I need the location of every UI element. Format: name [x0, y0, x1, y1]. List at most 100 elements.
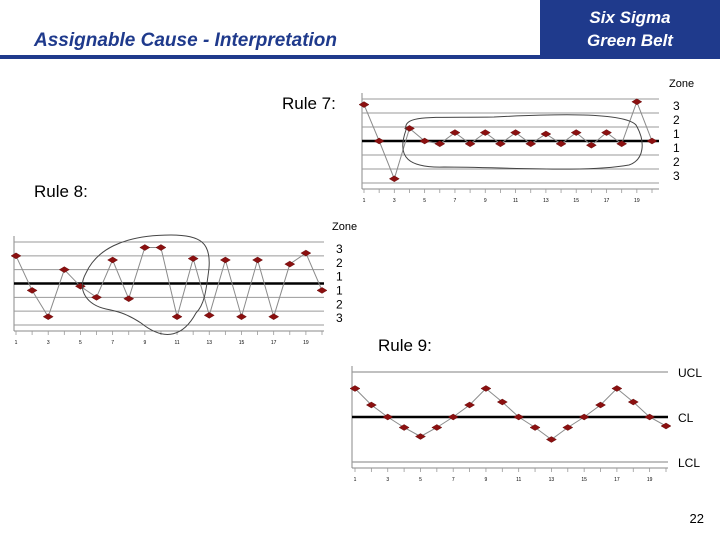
x-tick-label: 15	[573, 198, 579, 204]
data-point	[595, 401, 606, 409]
data-point	[570, 129, 582, 136]
data-point	[382, 413, 394, 421]
data-point	[464, 140, 476, 148]
data-point	[316, 287, 328, 294]
page-number: 22	[689, 511, 704, 526]
data-point	[464, 401, 475, 409]
data-point	[415, 433, 426, 440]
data-point	[578, 413, 590, 421]
x-tick-label: 19	[634, 198, 640, 204]
data-point	[513, 413, 525, 421]
data-point	[155, 244, 167, 251]
zone-label: 1	[673, 127, 680, 141]
x-tick-label: 3	[47, 340, 50, 346]
data-point	[268, 313, 280, 320]
data-point	[496, 398, 508, 406]
data-point	[644, 413, 656, 421]
x-tick-label: 1	[363, 198, 366, 204]
data-point	[431, 424, 443, 431]
data-point	[447, 413, 459, 421]
zone-label: 1	[336, 283, 343, 297]
x-tick-label: 19	[647, 477, 653, 483]
x-tick-label: 9	[484, 198, 487, 204]
x-tick-label: 11	[513, 198, 518, 204]
x-tick-label: 17	[271, 340, 277, 346]
data-point	[616, 140, 628, 148]
data-point	[203, 312, 215, 319]
data-point	[546, 436, 557, 443]
x-tick-label: 13	[206, 340, 212, 346]
data-point	[26, 287, 38, 294]
data-point	[434, 140, 446, 148]
control-label: UCL	[678, 366, 702, 380]
data-point	[252, 256, 263, 264]
x-tick-label: 3	[393, 198, 396, 204]
data-point	[123, 295, 135, 302]
x-tick-label: 13	[543, 198, 549, 204]
data-point	[284, 260, 296, 268]
x-tick-label: 11	[516, 477, 521, 483]
brand-box: Six Sigma Green Belt	[540, 0, 720, 59]
data-point	[419, 137, 431, 145]
data-point	[479, 129, 491, 136]
data-point	[529, 424, 541, 431]
data-point	[373, 137, 385, 145]
control-label: CL	[678, 411, 694, 425]
x-tick-label: 1	[15, 340, 18, 346]
x-tick-label: 15	[581, 477, 587, 483]
highlight-outline	[81, 234, 210, 335]
highlight-outline	[402, 114, 643, 170]
data-point	[91, 294, 102, 301]
data-point	[555, 140, 567, 148]
zone-label: 3	[673, 169, 680, 183]
x-tick-label: 17	[614, 477, 620, 483]
x-tick-label: 9	[485, 477, 488, 483]
data-point	[171, 313, 183, 320]
data-point	[187, 255, 199, 262]
data-point	[660, 422, 672, 430]
data-point	[349, 385, 361, 392]
data-point	[236, 313, 247, 320]
x-tick-label: 19	[303, 340, 309, 346]
slide-title: Assignable Cause - Interpretation	[34, 30, 338, 51]
zone-title: Zone	[332, 221, 357, 233]
data-point	[627, 398, 639, 406]
data-point	[404, 125, 415, 132]
x-tick-label: 3	[386, 477, 389, 483]
rule8-label: Rule 8:	[34, 182, 88, 201]
x-tick-label: 17	[604, 198, 610, 204]
x-tick-label: 5	[419, 477, 422, 483]
data-point	[398, 424, 410, 431]
data-point	[646, 137, 658, 145]
zone-label: 3	[336, 311, 343, 325]
zone-label: 2	[673, 113, 680, 127]
header-rule	[0, 55, 720, 59]
series-line	[15, 247, 323, 319]
x-tick-label: 7	[111, 340, 114, 346]
data-point	[480, 385, 492, 392]
zone-label: 1	[336, 270, 343, 284]
data-point	[365, 401, 377, 409]
x-tick-label: 1	[354, 477, 357, 483]
data-point	[107, 256, 119, 264]
x-tick-label: 7	[454, 198, 457, 204]
zone-label: 2	[673, 155, 680, 169]
data-point	[611, 385, 623, 392]
zone-title: Zone	[669, 78, 694, 90]
x-tick-label: 7	[452, 477, 455, 483]
data-point	[601, 129, 612, 136]
x-tick-label: 5	[79, 340, 82, 346]
data-point	[449, 129, 461, 136]
rule7-label: Rule 7:	[282, 94, 336, 113]
control-label: LCL	[678, 456, 700, 470]
data-point	[562, 424, 574, 431]
data-point	[585, 141, 597, 149]
brand-line-2: Green Belt	[587, 31, 673, 50]
data-point	[358, 101, 370, 108]
x-tick-label: 5	[423, 198, 426, 204]
x-tick-label: 13	[549, 477, 555, 483]
data-point	[10, 252, 22, 260]
